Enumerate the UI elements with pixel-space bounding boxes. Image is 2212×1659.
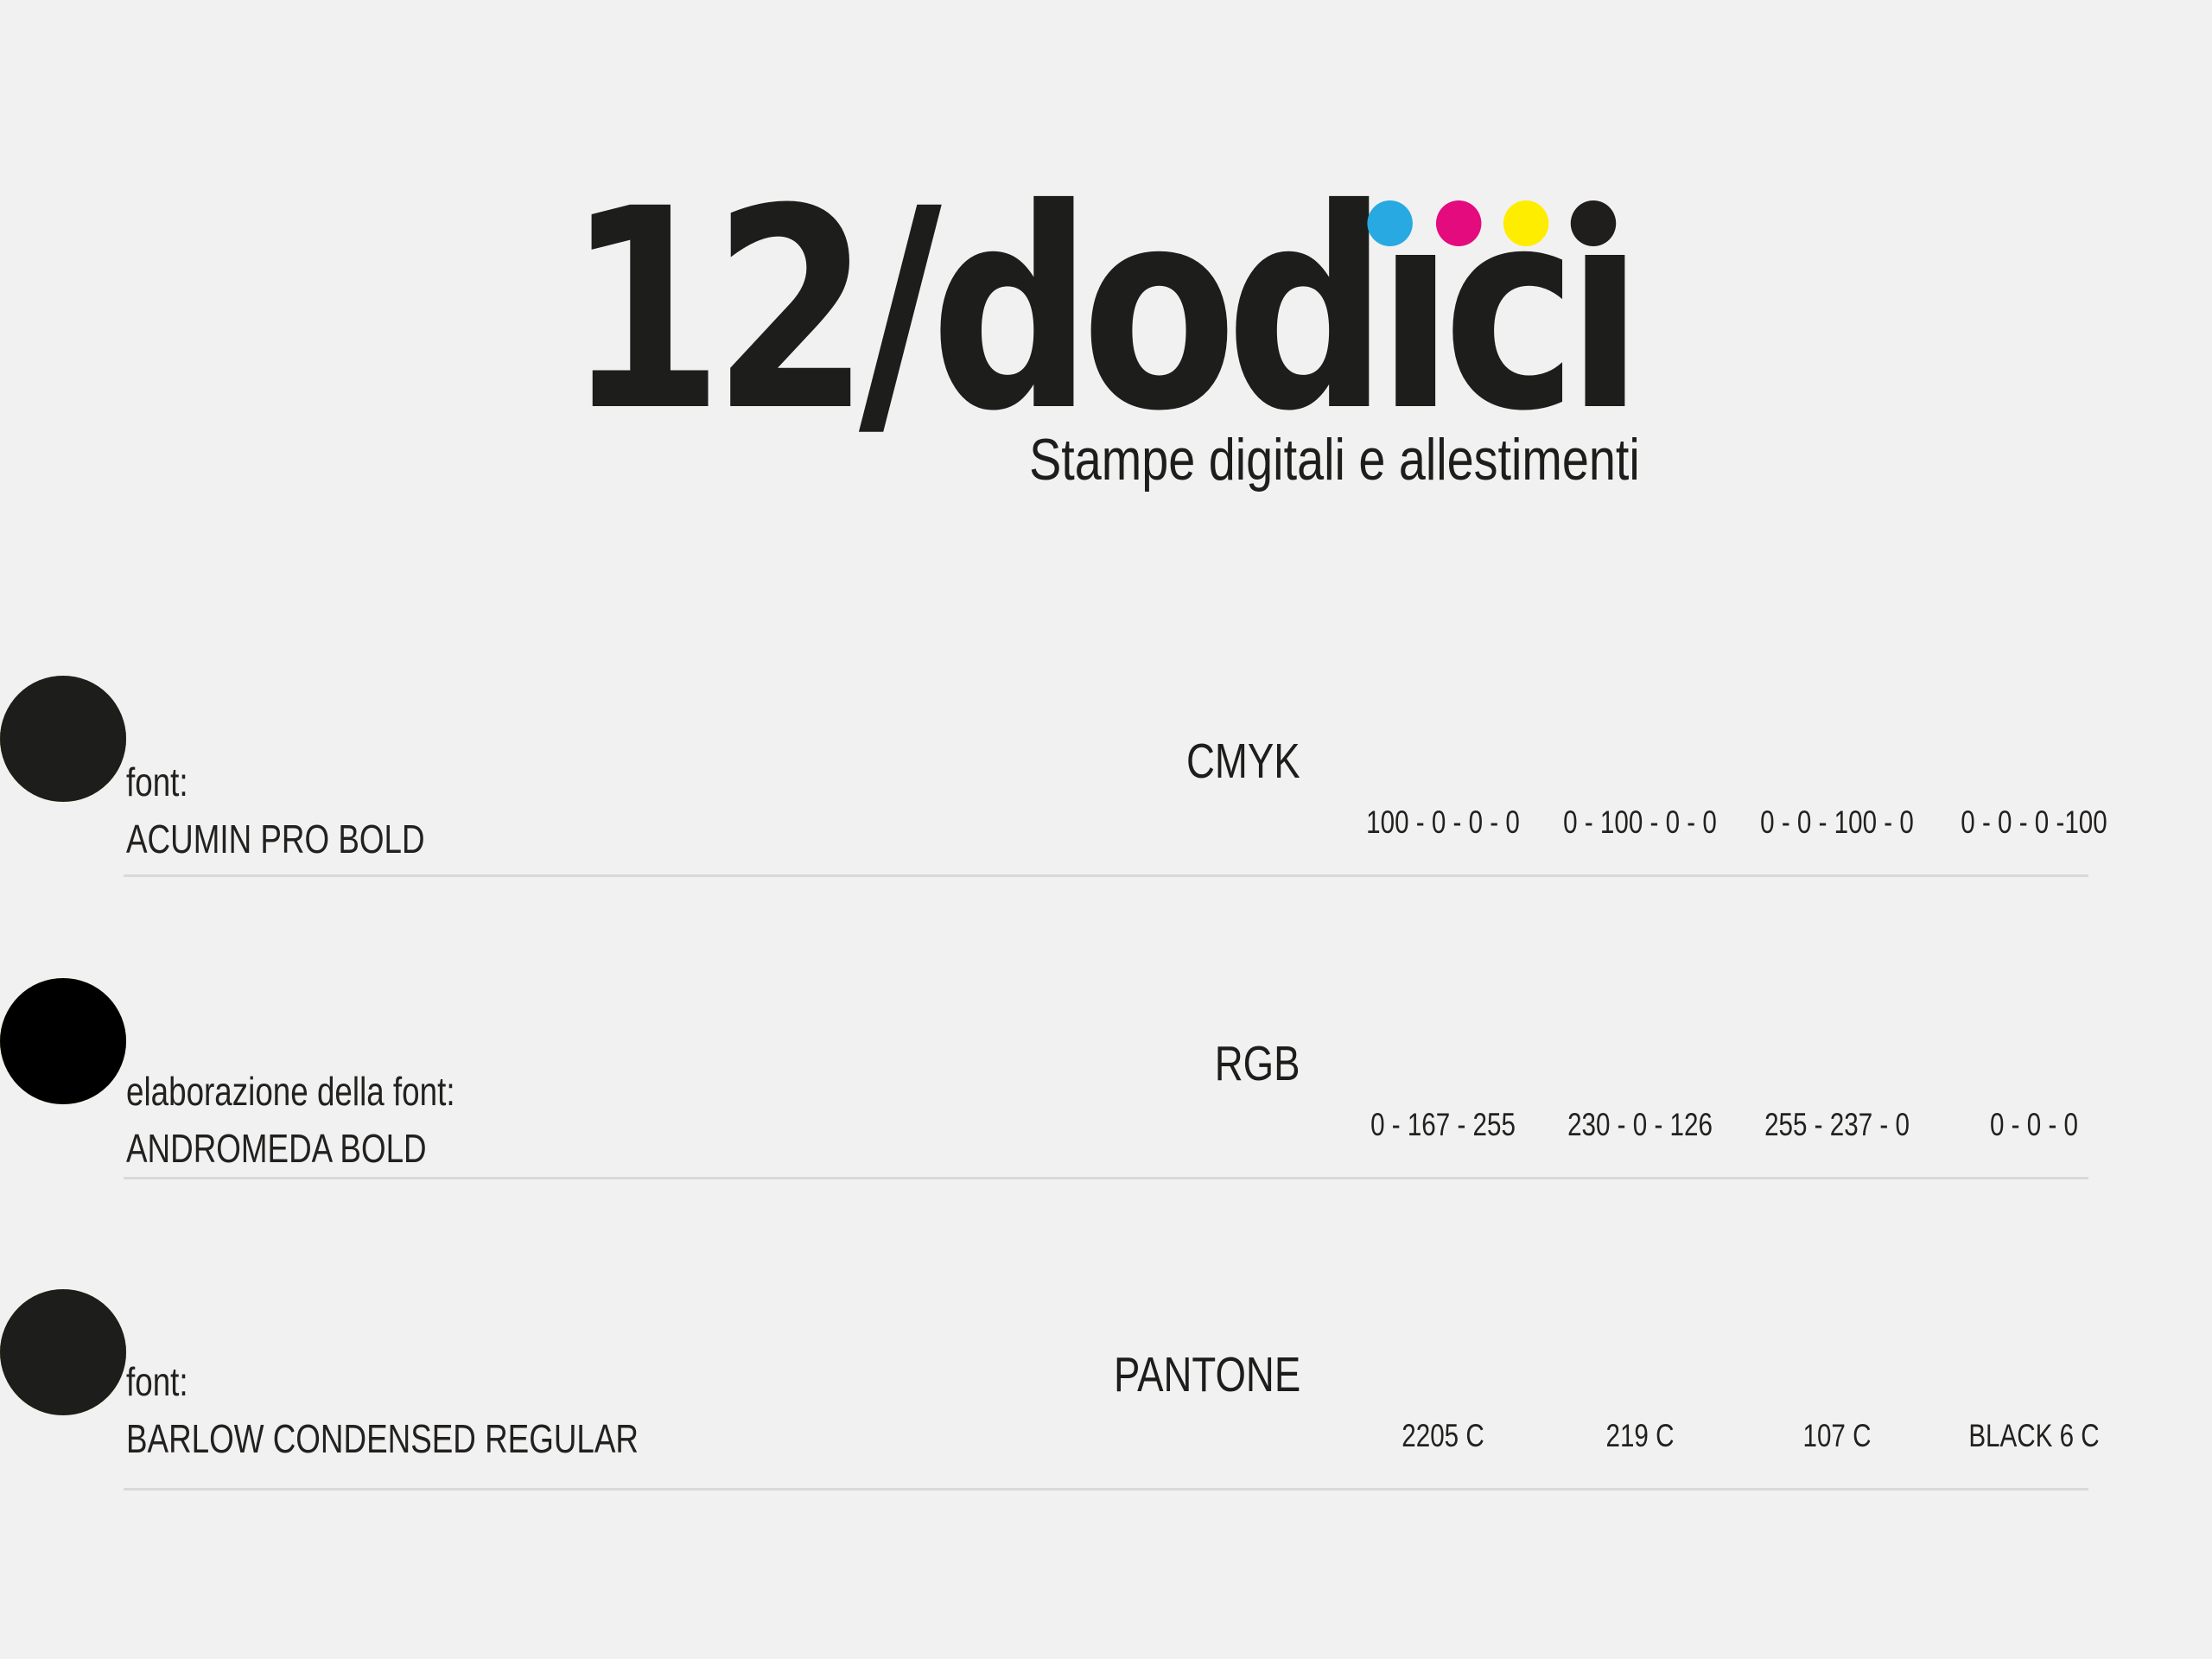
swatch-value-rgb-black: 0 - 0 - 0 (1990, 1107, 2078, 1142)
logo-black-dot-icon (1570, 200, 1617, 246)
font-note-line1: elaborazione della font: (126, 1069, 455, 1114)
swatch-cmyk-black (0, 676, 126, 802)
logo-yellow-dot-icon (1503, 200, 1549, 246)
font-note-line2: BARLOW CONDENSED REGULAR (126, 1416, 639, 1461)
logo-magenta-dot-icon (1436, 200, 1482, 246)
swatch-value-rgb-magenta: 230 - 0 - 126 (1567, 1107, 1713, 1142)
logo-tagline: Stampe digitali e allestimenti (1029, 427, 1640, 493)
swatch-value-cmyk-black: 0 - 0 - 0 -100 (1961, 804, 2107, 840)
swatch-value-pantone-cyan: 2205 C (1402, 1418, 1484, 1453)
logo-wordmark: 12/dodıcı (566, 150, 1643, 472)
font-note-row-cmyk: font: ACUMIN PRO BOLD (126, 753, 425, 868)
font-note-row-rgb: elaborazione della font: ANDROMEDA BOLD (126, 1063, 455, 1177)
font-note-line1: font: (126, 1359, 188, 1404)
divider-3 (124, 1488, 2088, 1491)
logo-cyan-dot-icon (1367, 200, 1414, 246)
swatch-value-pantone-black: BLACK 6 C (1968, 1418, 2100, 1453)
swatch-value-pantone-magenta: 219 C (1605, 1418, 1675, 1453)
swatch-value-pantone-yellow: 107 C (1802, 1418, 1872, 1453)
logo: 12/dodıcı (566, 173, 1643, 449)
system-label-cmyk: CMYK (1186, 734, 1300, 789)
divider-2 (124, 1177, 2088, 1179)
font-note-row-pantone: font: BARLOW CONDENSED REGULAR (126, 1353, 639, 1467)
swatch-value-cmyk-yellow: 0 - 0 - 100 - 0 (1760, 804, 1914, 840)
font-note-line2: ANDROMEDA BOLD (126, 1126, 427, 1171)
swatch-value-cmyk-magenta: 0 - 100 - 0 - 0 (1563, 804, 1717, 840)
system-label-pantone: PANTONE (1113, 1347, 1300, 1402)
swatch-pantone-black (0, 1289, 126, 1415)
swatch-value-cmyk-cyan: 100 - 0 - 0 - 0 (1366, 804, 1520, 840)
swatch-value-rgb-cyan: 0 - 167 - 255 (1370, 1107, 1516, 1142)
system-label-rgb: RGB (1215, 1036, 1300, 1091)
swatch-value-rgb-yellow: 255 - 237 - 0 (1764, 1107, 1910, 1142)
divider-1 (124, 874, 2088, 877)
font-note-line2: ACUMIN PRO BOLD (126, 817, 425, 861)
font-note-line1: font: (126, 760, 188, 804)
swatch-rgb-black (0, 978, 126, 1104)
